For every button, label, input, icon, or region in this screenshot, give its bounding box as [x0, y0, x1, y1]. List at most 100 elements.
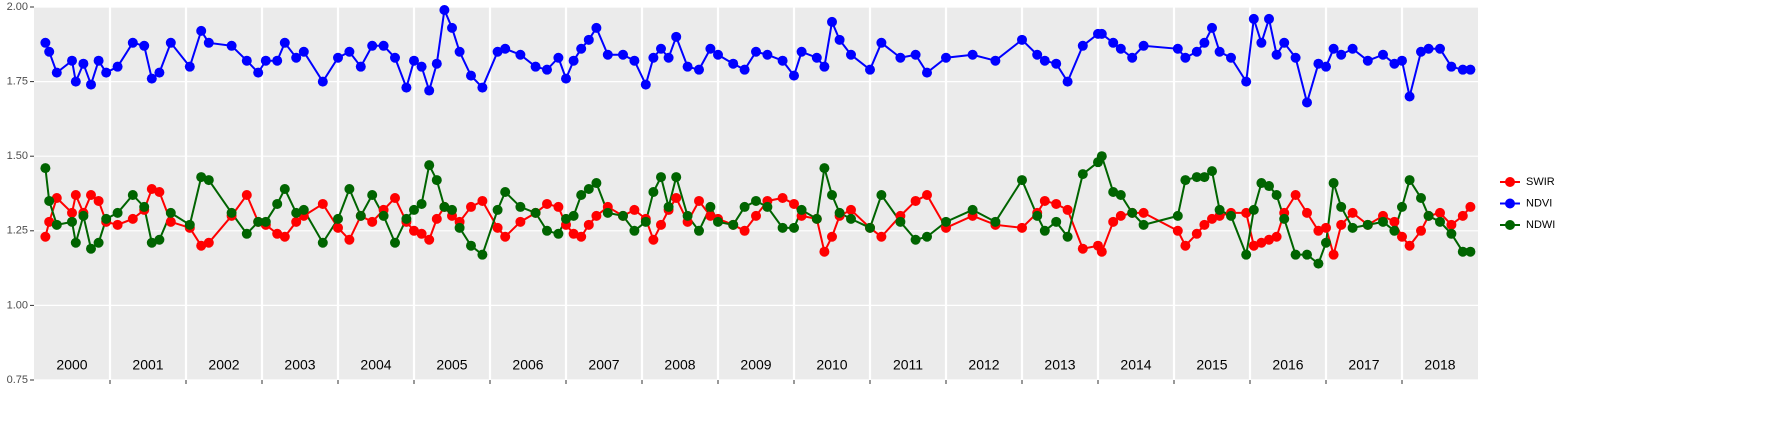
- data-point: [846, 213, 856, 224]
- y-tick-label: 0.75: [7, 374, 28, 386]
- data-point: [416, 61, 427, 72]
- data-point: [705, 210, 716, 221]
- data-point: [1264, 181, 1274, 192]
- data-point: [1077, 243, 1088, 254]
- data-point: [1264, 13, 1274, 24]
- data-point: [713, 49, 723, 60]
- data-point: [705, 201, 716, 212]
- data-point: [1207, 22, 1217, 33]
- data-point: [568, 228, 579, 239]
- year-label: 2006: [512, 357, 543, 373]
- data-point: [1423, 43, 1434, 54]
- data-point: [515, 49, 526, 60]
- data-point: [1256, 37, 1267, 48]
- data-point: [663, 52, 674, 63]
- data-point: [656, 219, 666, 230]
- data-point: [739, 201, 750, 212]
- data-point: [1290, 52, 1301, 63]
- data-point: [876, 189, 887, 200]
- data-point: [1446, 219, 1457, 230]
- y-tick-label: 2.00: [7, 1, 28, 13]
- data-point: [1051, 216, 1062, 227]
- data-point: [439, 201, 450, 212]
- data-point: [44, 195, 55, 206]
- data-point: [333, 213, 343, 224]
- data-point: [922, 231, 932, 242]
- data-point: [466, 201, 476, 212]
- data-point: [416, 198, 427, 209]
- data-point: [1321, 237, 1331, 248]
- data-point: [576, 189, 587, 200]
- data-point: [671, 192, 682, 203]
- data-point: [454, 46, 465, 57]
- data-point: [1032, 210, 1043, 221]
- data-point: [317, 76, 328, 87]
- data-point: [1108, 187, 1119, 198]
- data-point: [1115, 43, 1126, 54]
- data-point: [910, 195, 921, 206]
- data-point: [739, 64, 750, 75]
- data-point: [241, 189, 252, 200]
- data-point: [846, 49, 856, 60]
- data-point: [40, 231, 51, 242]
- data-point: [515, 216, 526, 227]
- data-point: [542, 225, 552, 236]
- data-point: [184, 61, 195, 72]
- data-point: [44, 46, 55, 57]
- data-point: [1191, 46, 1202, 57]
- data-point: [1435, 43, 1445, 54]
- data-point: [553, 228, 564, 239]
- year-label: 2012: [968, 357, 999, 373]
- data-point: [1241, 76, 1252, 87]
- data-point: [1336, 49, 1347, 60]
- data-point: [44, 216, 55, 227]
- data-point: [1423, 210, 1434, 221]
- data-point: [1290, 189, 1301, 200]
- year-label: 2003: [284, 357, 315, 373]
- data-point: [777, 192, 788, 203]
- data-point: [1389, 216, 1400, 227]
- data-point: [127, 213, 138, 224]
- data-point: [1416, 192, 1426, 203]
- data-point: [568, 55, 579, 66]
- data-point: [865, 222, 875, 233]
- data-point: [1336, 201, 1347, 212]
- data-point: [941, 216, 951, 227]
- data-point: [165, 216, 176, 227]
- data-point: [990, 55, 1001, 66]
- year-label: 2015: [1196, 357, 1227, 373]
- data-point: [431, 213, 442, 224]
- data-point: [1457, 246, 1468, 257]
- y-tick-label: 1.50: [7, 150, 28, 162]
- data-point: [70, 76, 81, 87]
- data-point: [424, 234, 435, 245]
- data-point: [1302, 207, 1312, 218]
- data-point: [1435, 207, 1445, 218]
- data-point: [583, 184, 594, 195]
- data-point: [789, 198, 799, 209]
- data-point: [146, 73, 157, 84]
- data-point: [344, 184, 355, 195]
- data-point: [1077, 40, 1088, 51]
- data-point: [705, 43, 716, 54]
- data-point: [1416, 46, 1426, 57]
- data-point: [253, 216, 264, 227]
- data-point: [1302, 97, 1312, 108]
- data-point: [154, 187, 165, 198]
- year-label: 2010: [816, 357, 847, 373]
- data-point: [184, 219, 195, 230]
- data-point: [1457, 64, 1468, 75]
- data-point: [78, 58, 89, 69]
- data-point: [367, 40, 378, 51]
- data-point: [1347, 207, 1358, 218]
- data-point: [1279, 213, 1290, 224]
- data-point: [165, 207, 176, 218]
- data-point: [492, 204, 503, 215]
- data-point: [1115, 210, 1126, 221]
- data-point: [576, 43, 587, 54]
- data-point: [1191, 172, 1202, 183]
- data-point: [1062, 204, 1073, 215]
- year-label: 2005: [436, 357, 467, 373]
- data-point: [1017, 222, 1027, 233]
- data-point: [656, 43, 666, 54]
